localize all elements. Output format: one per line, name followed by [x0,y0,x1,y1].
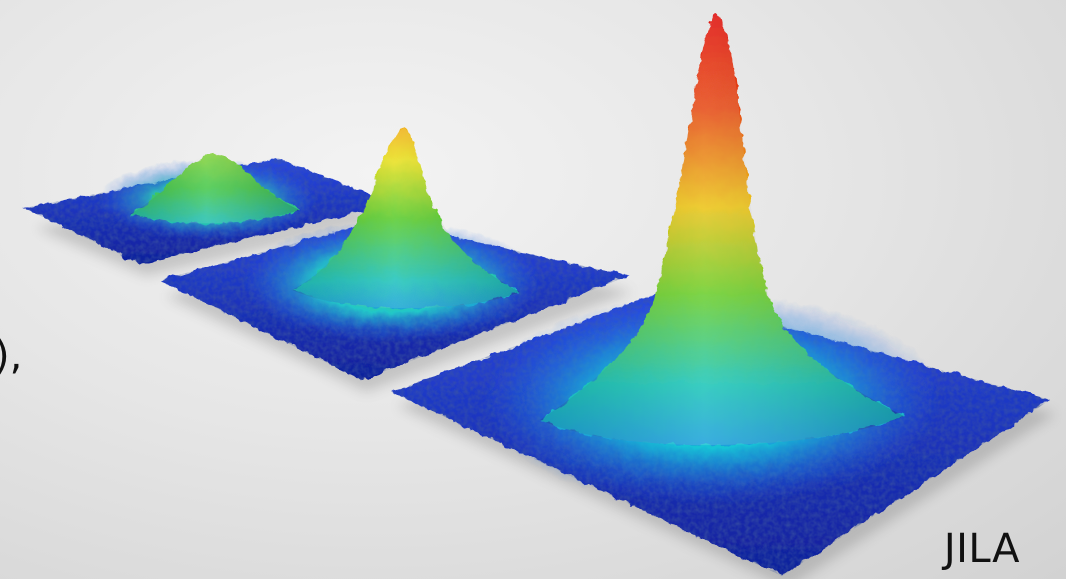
distribution-panel-2 [160,128,628,380]
image-credit: JILA [943,526,1020,572]
distribution-panel-1 [24,152,392,264]
cropped-text-fragment: ), [0,333,23,379]
distribution-panel-3 [392,12,1050,576]
